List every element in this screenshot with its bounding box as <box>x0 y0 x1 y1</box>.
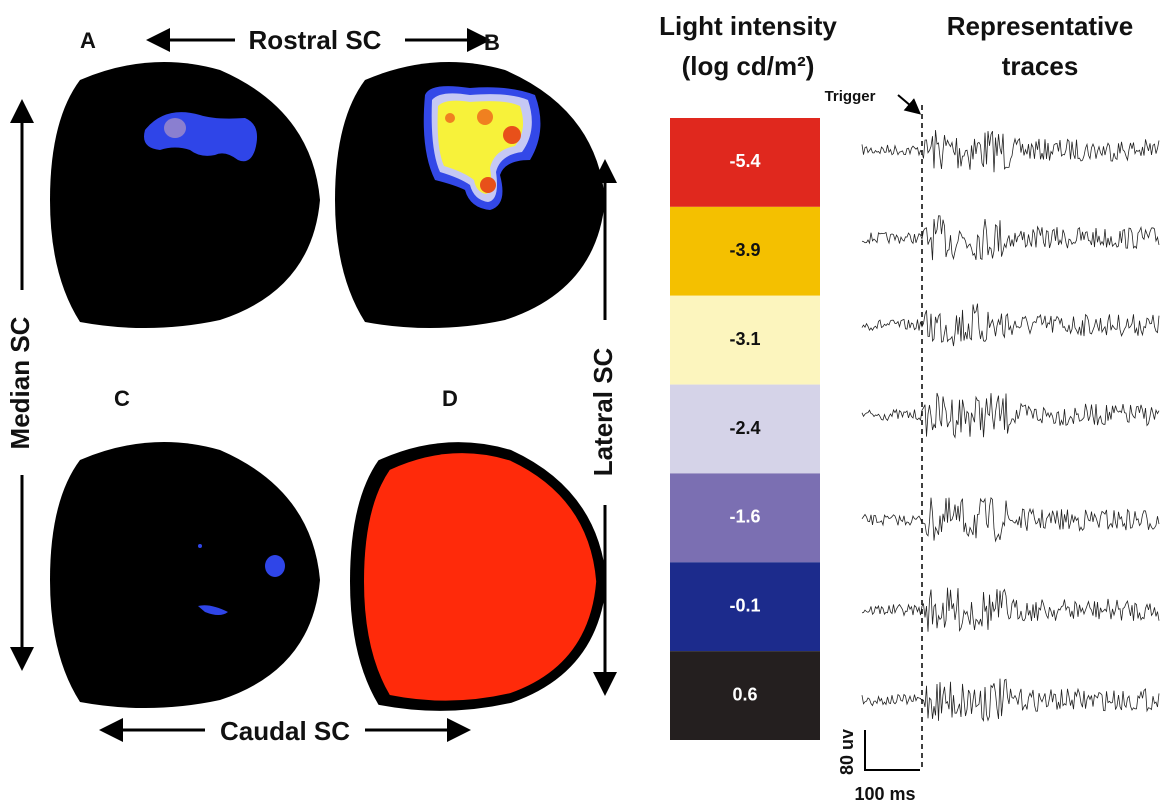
scale-bar <box>865 730 920 770</box>
panel-label: B <box>484 30 500 55</box>
hotspot <box>480 177 496 193</box>
traces-title: traces <box>1002 51 1079 81</box>
traces-title: Representative <box>947 11 1133 41</box>
activity-blob <box>198 544 202 548</box>
arrow <box>898 95 918 112</box>
scale-level: 0.6 <box>732 684 757 704</box>
axis-label: Rostral SC <box>249 25 382 55</box>
scale-title: Light intensity <box>659 11 837 41</box>
panel-label: C <box>114 386 130 411</box>
hotspot <box>445 113 455 123</box>
amplitude-label: 80 uv <box>837 729 857 775</box>
trigger-label: Trigger <box>825 88 876 105</box>
hotspot <box>503 126 521 144</box>
activity-blob <box>164 118 186 138</box>
time-label: 100 ms <box>854 784 915 804</box>
panel-label: D <box>442 386 458 411</box>
axis-label: Lateral SC <box>588 347 618 476</box>
trace <box>862 393 1159 437</box>
trace <box>862 588 1159 632</box>
trace <box>862 130 1159 172</box>
trace <box>862 679 1159 721</box>
scale-level: -5.4 <box>729 151 760 171</box>
trace <box>862 216 1159 260</box>
sc-map-a <box>50 62 320 328</box>
figure: A B C D Rostral SC Caudal SC Median SC L… <box>0 0 1161 808</box>
axis-label: Median SC <box>5 316 35 449</box>
scale-level: -3.9 <box>729 240 760 260</box>
panel-label: A <box>80 28 96 53</box>
axis-label: Caudal SC <box>220 716 350 746</box>
trace <box>862 304 1159 347</box>
scale-level: -1.6 <box>729 507 760 527</box>
trace <box>862 498 1159 541</box>
hotspot <box>477 109 493 125</box>
scale-level: -0.1 <box>729 595 760 615</box>
activity-blob <box>265 555 285 577</box>
scale-level: -2.4 <box>729 418 760 438</box>
scale-title: (log cd/m²) <box>682 51 815 81</box>
scale-level: -3.1 <box>729 329 760 349</box>
